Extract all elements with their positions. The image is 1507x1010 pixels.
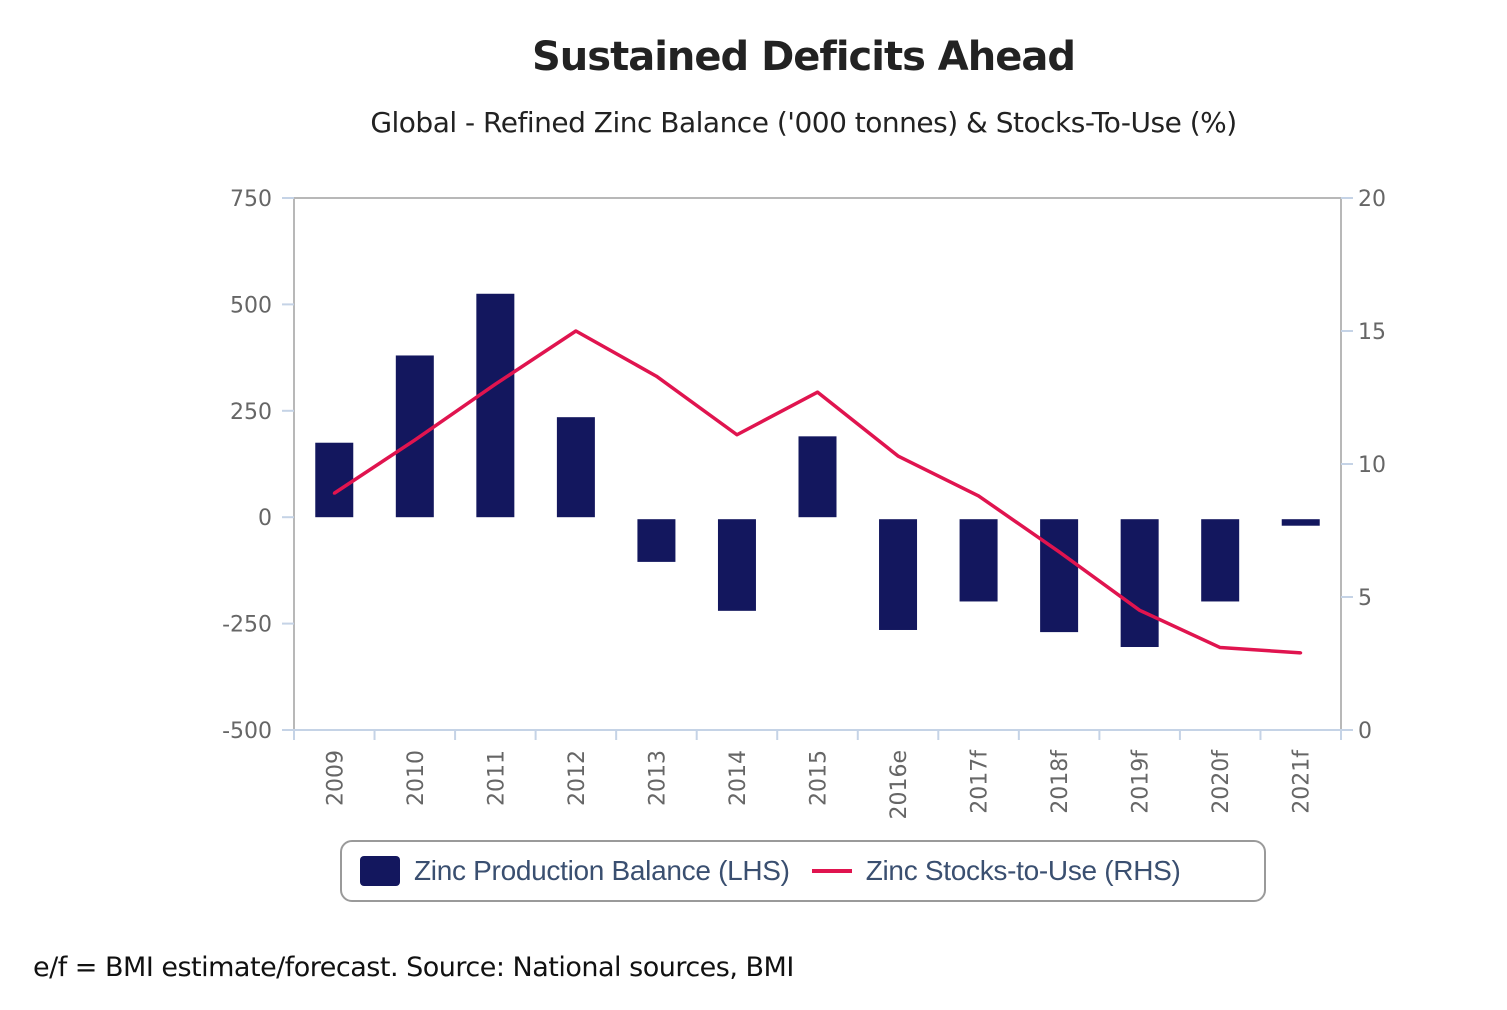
bar-2013 xyxy=(637,519,676,562)
line-point-2012 xyxy=(574,329,578,333)
left-axis-tick-label: -250 xyxy=(222,613,272,638)
line-point-2017f xyxy=(977,494,981,498)
x-axis-category-label: 2018f xyxy=(1048,749,1073,814)
x-axis-category-label: 2020f xyxy=(1209,749,1234,814)
legend-label-balance: Zinc Production Balance (LHS) xyxy=(414,855,790,886)
x-axis-category-label: 2011 xyxy=(484,750,509,806)
x-axis-category-label: 2015 xyxy=(807,750,832,806)
bar-2012 xyxy=(556,417,595,518)
chart-title: Sustained Deficits Ahead xyxy=(532,34,1076,80)
bar-2019f xyxy=(1120,519,1159,648)
bar-2015 xyxy=(798,436,837,518)
x-axis-category-label: 2019f xyxy=(1129,749,1154,814)
bar-2010 xyxy=(395,355,434,518)
right-axis-tick-label: 15 xyxy=(1358,320,1386,345)
right-axis-tick-label: 20 xyxy=(1358,187,1386,212)
line-point-2018f xyxy=(1057,550,1061,554)
axes xyxy=(282,197,1353,740)
chart-subtitle: Global - Refined Zinc Balance ('000 tonn… xyxy=(370,106,1237,139)
right-axis-tick-label: 10 xyxy=(1358,453,1386,478)
line-point-2014 xyxy=(735,433,739,437)
bar-2016e xyxy=(879,519,918,630)
footnote: e/f = BMI estimate/forecast. Source: Nat… xyxy=(33,952,794,983)
x-axis-category-label: 2014 xyxy=(726,750,751,806)
x-axis-category-label: 2016e xyxy=(887,750,912,820)
x-axis-category-label: 2021f xyxy=(1290,749,1315,814)
x-axis-category-label: 2013 xyxy=(645,750,670,806)
left-axis-tick-label: 250 xyxy=(230,400,272,425)
line-series xyxy=(332,329,1303,655)
x-axis-category-label: 2017f xyxy=(968,749,993,814)
line-point-2015 xyxy=(816,390,819,394)
left-axis-tick-label: 500 xyxy=(230,293,272,318)
left-axis-tick-label: -500 xyxy=(222,719,272,744)
line-point-2019f xyxy=(1138,608,1142,612)
line-point-2020f xyxy=(1218,646,1222,650)
bar-2020f xyxy=(1201,519,1240,602)
line-point-2010 xyxy=(413,438,417,442)
bar-2014 xyxy=(717,519,756,611)
bar-2011 xyxy=(476,293,515,518)
line-point-2013 xyxy=(654,374,658,378)
line-point-2021f xyxy=(1299,651,1303,655)
bar-2018f xyxy=(1040,519,1079,633)
x-axis-category-label: 2010 xyxy=(404,750,429,806)
x-axis-category-label: 2009 xyxy=(323,750,348,806)
legend-line-swatch-icon xyxy=(811,869,852,873)
left-axis-tick-label: 0 xyxy=(258,506,272,531)
legend-item-balance[interactable]: Zinc Production Balance (LHS) xyxy=(360,855,790,887)
legend-label-stocks: Zinc Stocks-to-Use (RHS) xyxy=(865,855,1181,886)
legend-bar-swatch-icon xyxy=(360,856,400,886)
left-axis-tick-label: 750 xyxy=(230,187,272,212)
right-axis-tick-label: 5 xyxy=(1358,586,1372,611)
line-point-2009 xyxy=(332,491,336,495)
bar-2021f xyxy=(1281,519,1320,526)
bar-2017f xyxy=(959,519,998,602)
right-axis-tick-label: 0 xyxy=(1358,719,1372,744)
bar-2009 xyxy=(315,442,354,518)
legend: Zinc Production Balance (LHS) Zinc Stock… xyxy=(340,840,1266,902)
x-axis-category-label: 2012 xyxy=(565,750,590,806)
line-point-2016e xyxy=(896,454,900,458)
legend-item-stocks[interactable]: Zinc Stocks-to-Use (RHS) xyxy=(811,855,1181,887)
bar-series xyxy=(315,293,1320,648)
line-point-2011 xyxy=(493,382,497,386)
